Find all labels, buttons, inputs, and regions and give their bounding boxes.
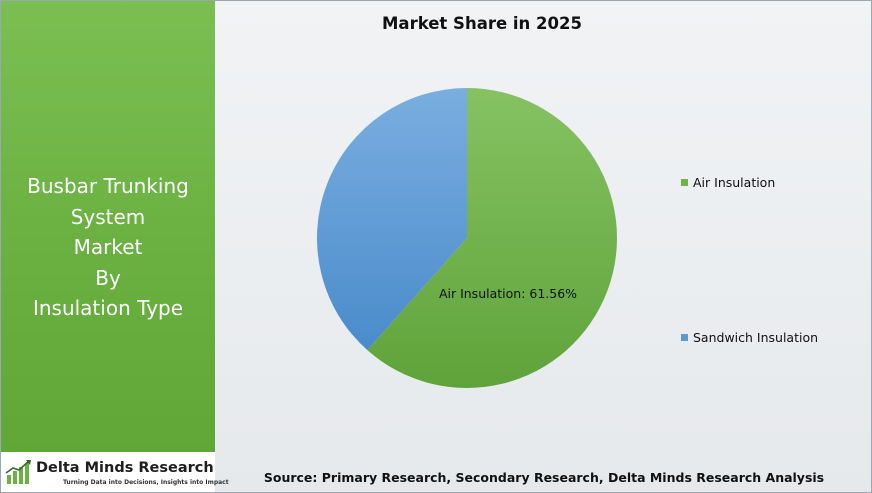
logo-tagline: Turning Data into Decisions, Insights in…: [63, 479, 229, 486]
source-note: Source: Primary Research, Secondary Rese…: [263, 470, 825, 485]
legend-label: Sandwich Insulation: [693, 330, 819, 345]
pie-chart: Air Insulation: 61.56%: [317, 88, 618, 388]
panel-title-line: Market: [73, 235, 143, 259]
panel-title-line: Insulation Type: [32, 296, 184, 320]
panel-title-line: By: [95, 265, 121, 290]
side-panel: Busbar Trunking System Market By Insulat…: [1, 1, 215, 492]
panel-title-line: Busbar Trunking: [27, 174, 189, 198]
logo: Delta Minds Research Turning Data into D…: [1, 452, 229, 492]
panel-title: Busbar Trunking System Market By Insulat…: [1, 171, 215, 324]
legend-item-air-insulation: Air Insulation: [681, 175, 775, 190]
legend-item-sandwich-insulation: Sandwich Insulation: [681, 330, 818, 345]
pie-slice-sandwich-insulation: [317, 88, 467, 351]
legend-label: Air Insulation: [693, 175, 776, 190]
legend-swatch: [681, 334, 688, 341]
logo-name: Delta Minds Research: [36, 460, 214, 476]
legend-swatch: [681, 179, 688, 186]
pie-data-label: Air Insulation: 61.56%: [439, 286, 577, 301]
bar-growth-icon: [5, 460, 31, 484]
pie-slice-air-insulation: [367, 88, 618, 388]
panel-title-line: System: [70, 204, 146, 229]
chart-title: Market Share in 2025: [382, 14, 582, 33]
